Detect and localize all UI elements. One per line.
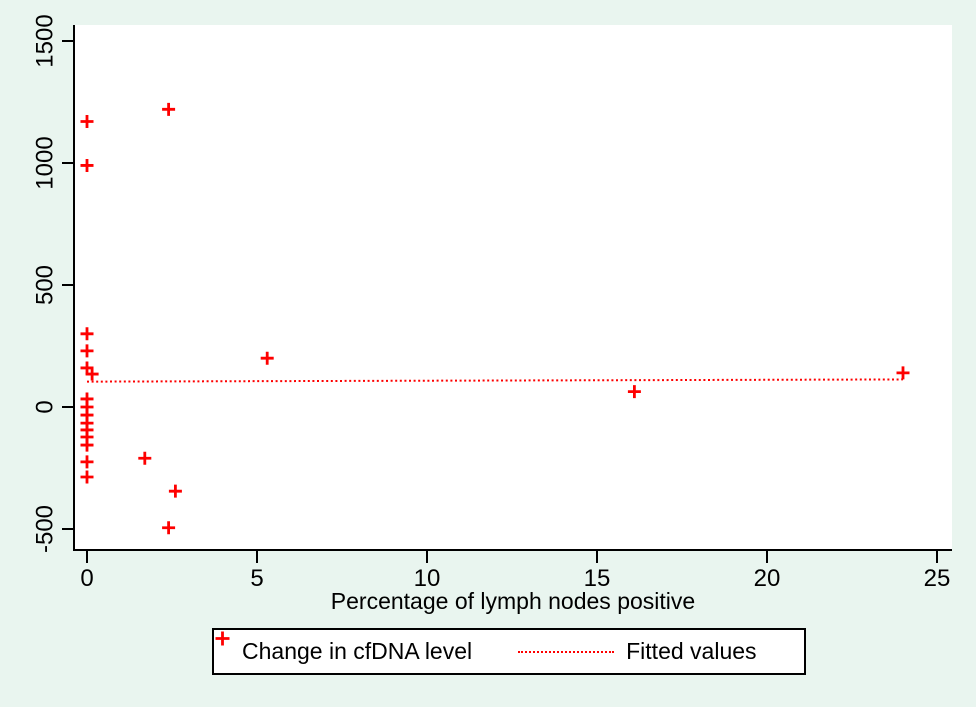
data-point-marker	[85, 367, 99, 381]
legend-label-fitted-values: Fitted values	[626, 638, 757, 664]
data-point-marker	[162, 102, 176, 116]
x-tick-label: 10	[414, 565, 441, 592]
data-point-marker	[896, 366, 910, 380]
data-point-marker	[80, 470, 94, 484]
legend-box: Change in cfDNA level Fitted values	[212, 628, 806, 675]
data-point-marker	[138, 451, 152, 465]
x-axis-title: Percentage of lymph nodes positive	[330, 588, 696, 614]
data-point-marker	[80, 344, 94, 358]
x-tick-label: 15	[584, 565, 611, 592]
y-tick-label: 1000	[31, 136, 58, 189]
data-point-marker	[80, 327, 94, 341]
y-tick-label: -500	[31, 505, 58, 553]
data-point-marker	[80, 115, 94, 129]
x-tick-label: 5	[250, 565, 263, 592]
x-tick-label: 20	[754, 565, 781, 592]
data-point-marker	[162, 521, 176, 535]
x-tick-label: 25	[924, 565, 951, 592]
data-point-marker	[80, 438, 94, 452]
data-point-marker	[80, 455, 94, 469]
legend-label-change-cfdna: Change in cfDNA level	[242, 638, 473, 664]
y-tick-label: 0	[31, 400, 58, 413]
plot-area	[74, 25, 952, 550]
data-point-marker	[80, 158, 94, 172]
y-tick-label: 500	[31, 265, 58, 305]
x-tick-label: 0	[80, 565, 93, 592]
dotted-line-icon	[518, 650, 615, 653]
data-point-marker	[168, 484, 182, 498]
data-point-marker	[260, 351, 274, 365]
y-tick-label: 1500	[31, 14, 58, 67]
data-point-marker	[627, 385, 641, 399]
